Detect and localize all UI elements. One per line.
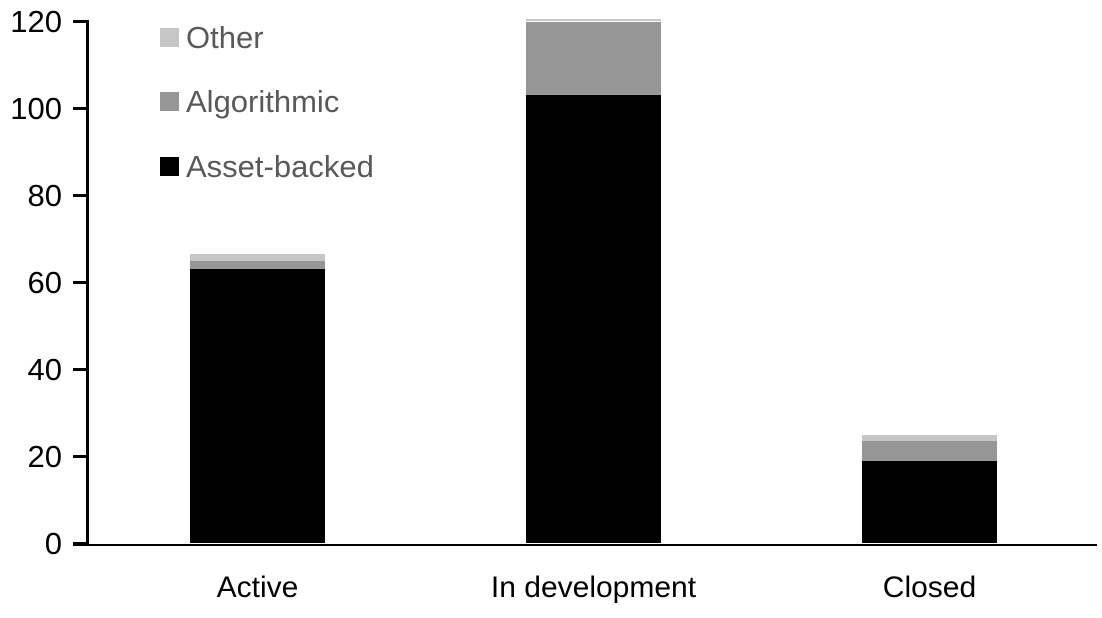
y-tick-mark: [73, 107, 88, 110]
bar-segment-algorithmic: [190, 260, 325, 270]
bar-segment-other: [526, 19, 661, 22]
y-tick-label: 60: [27, 264, 62, 300]
y-tick-mark: [73, 281, 88, 284]
category-label-closed: Closed: [882, 571, 977, 604]
y-tick-mark: [73, 20, 88, 23]
bar-segment-other: [190, 254, 325, 261]
y-tick-mark: [73, 455, 88, 458]
legend-item-asset-backed: Asset-backed: [160, 149, 374, 185]
legend-label: Algorithmic: [186, 83, 340, 119]
y-tick-mark: [73, 368, 88, 371]
legend-item-other: Other: [160, 20, 264, 56]
y-tick-label: 20: [27, 438, 62, 474]
bar-segment-asset-backed: [190, 269, 325, 544]
legend-swatch-icon: [160, 92, 179, 111]
category-label-active: Active: [216, 571, 299, 604]
legend-swatch-icon: [160, 28, 179, 47]
bar-segment-asset-backed: [526, 95, 661, 544]
legend-label: Other: [186, 19, 264, 55]
y-tick-label: 120: [10, 3, 62, 39]
legend-item-algorithmic: Algorithmic: [160, 84, 339, 120]
x-axis-line: [73, 543, 1097, 546]
y-tick-label: 100: [10, 90, 62, 126]
y-tick-label: 40: [27, 351, 62, 387]
legend-label: Asset-backed: [186, 148, 374, 184]
y-tick-label: 0: [44, 525, 62, 561]
y-tick-mark: [73, 542, 88, 545]
y-tick-label: 80: [27, 177, 62, 213]
bar-segment-algorithmic: [862, 441, 997, 461]
bar-segment-algorithmic: [526, 21, 661, 96]
y-tick-mark: [73, 194, 88, 197]
category-label-in-development: In development: [490, 571, 697, 604]
bar-segment-asset-backed: [862, 460, 997, 544]
legend-swatch-icon: [160, 157, 179, 176]
bar-segment-other: [862, 434, 997, 442]
